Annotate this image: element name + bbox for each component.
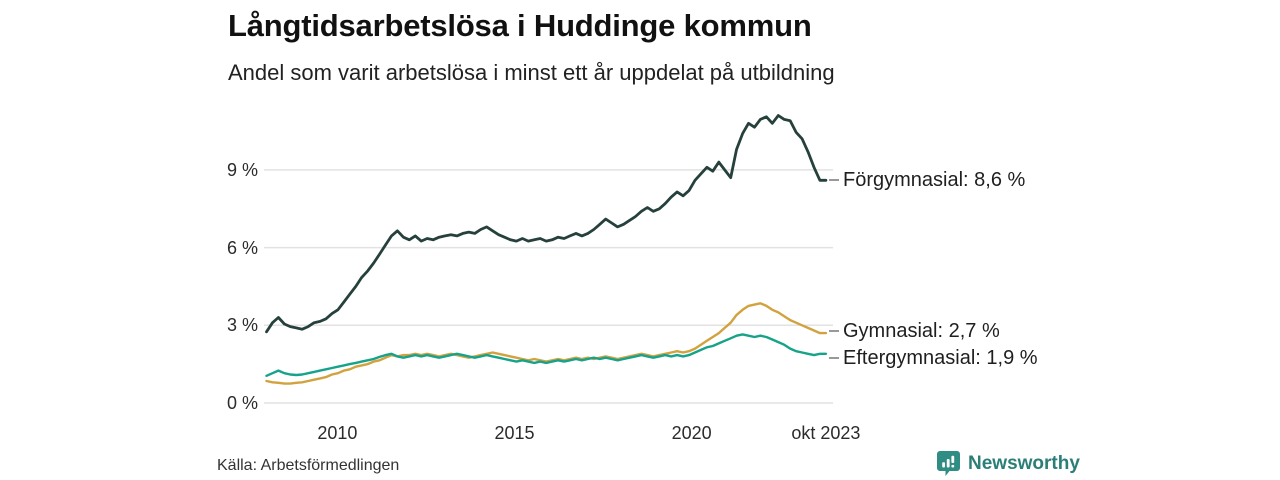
label-connector-dash: [829, 179, 839, 182]
x-tick-label: 2015: [494, 423, 535, 443]
x-tick-label: 2010: [317, 423, 358, 443]
x-tick-label: 2020: [671, 423, 712, 443]
y-tick-label: 0 %: [226, 393, 258, 413]
series-label-text: Eftergymnasial: 1,9 %: [843, 346, 1038, 369]
label-connector-dash: [829, 330, 839, 333]
page-title: Långtidsarbetslösa i Huddinge kommun: [228, 8, 812, 43]
series-line-eftergymnasial: [265, 333, 828, 377]
series-label-eftergymnasial: Eftergymnasial: 1,9 %: [829, 345, 1038, 371]
series-line-förgymnasial: [265, 114, 828, 334]
newsworthy-icon: [937, 451, 960, 476]
label-connector-dash: [829, 356, 839, 359]
y-tick-label: 6 %: [226, 237, 258, 258]
brand-name: Newsworthy: [968, 452, 1080, 474]
series-label-text: Förgymnasial: 8,6 %: [843, 169, 1026, 192]
brand-logo: Newsworthy: [936, 450, 1080, 477]
chart-subtitle: Andel som varit arbetslösa i minst ett å…: [228, 60, 835, 85]
series-label-text: Gymnasial: 2,7 %: [843, 320, 1000, 343]
y-tick-label: 3 %: [226, 315, 258, 336]
y-tick-label: 9 %: [226, 159, 258, 180]
x-tick-label: okt 2023: [791, 423, 861, 443]
source-note: Källa: Arbetsförmedlingen: [217, 457, 400, 474]
series-line-gymnasial: [265, 302, 828, 385]
series-label-förgymnasial: Förgymnasial: 8,6 %: [829, 167, 1025, 193]
series-label-gymnasial: Gymnasial: 2,7 %: [829, 318, 1000, 344]
